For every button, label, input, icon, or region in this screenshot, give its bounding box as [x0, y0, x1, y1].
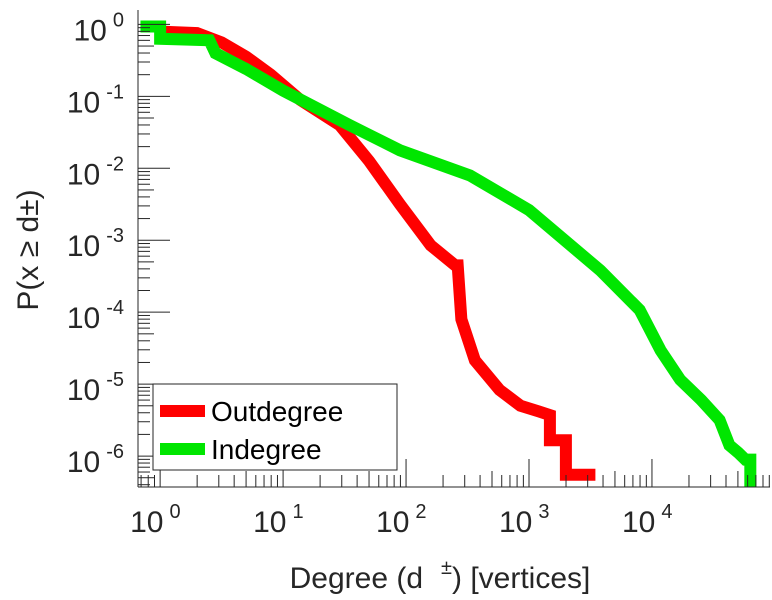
x-tick-label: 10 1	[253, 501, 303, 539]
y-tick-label: 10 0	[74, 9, 125, 47]
x-tick-label: 10 0	[130, 501, 181, 539]
y-tick-label: 10 -6	[67, 441, 124, 479]
x-tick-label: 10 2	[376, 501, 427, 539]
series-line-indegree	[140, 20, 757, 487]
series-layer	[140, 20, 757, 487]
legend: Outdegree Indegree	[152, 383, 398, 471]
legend-label-outdegree: Outdegree	[211, 396, 343, 427]
y-tick-label: 10 -4	[67, 297, 124, 335]
legend-label-indegree: Indegree	[211, 434, 322, 465]
axes	[137, 10, 770, 488]
y-tick-label: 10 -5	[67, 369, 124, 407]
x-axis-label: Degree (d ±) [vertices]	[290, 557, 591, 595]
y-tick-label: 10 -3	[67, 225, 124, 263]
y-axis-label: P(x ≥ d±)	[12, 189, 45, 310]
y-tick-label: 10 -2	[67, 153, 124, 191]
legend-box	[152, 383, 398, 471]
x-tick-label: 10 4	[622, 501, 673, 539]
x-tick-label: 10 3	[499, 501, 550, 539]
series-line-outdegree	[159, 25, 596, 481]
y-tick-label: 10 -1	[67, 81, 124, 119]
tick-labels: 10 0 10 1 10 2 10 3 10 4 10 0 10 -1 10 -2 10 -3 10 -4 10 -5 10…	[67, 9, 673, 539]
